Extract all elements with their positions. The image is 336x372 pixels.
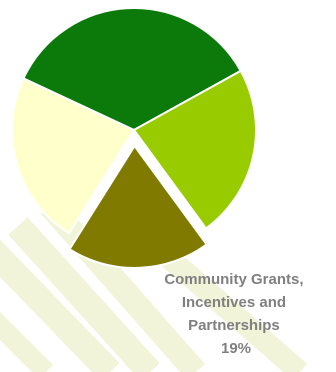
background-stripe-5 [0,311,54,372]
background-stripes [0,198,308,372]
data-label-community-grants: Community Grants, Incentives and Partner… [164,271,307,357]
background-stripe-3 [40,198,206,372]
pie-slice-4 [10,77,136,235]
data-label-line-3: Partnerships [188,317,280,334]
pie-slice-1 [22,7,243,132]
data-label-line-2: Incentives and [182,294,286,311]
pie-slices [10,7,257,269]
background-stripe-2 [8,217,160,372]
data-label-line-4: 19% [221,340,251,357]
background-stripe-1 [0,239,120,372]
pie-slice-2 [132,69,257,230]
data-label-line-1: Community Grants, [164,271,303,288]
background-stripe-4 [152,241,308,372]
pie-slice-3 [68,144,209,269]
